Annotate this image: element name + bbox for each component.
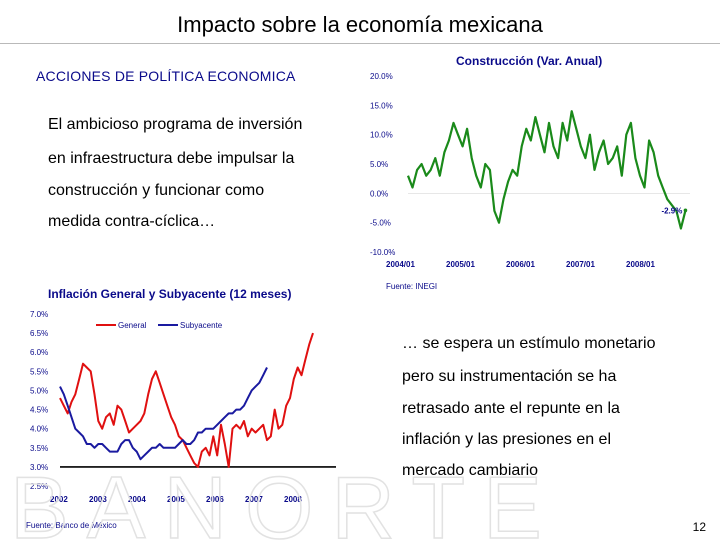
section-heading: ACCIONES DE POLÍTICA ECONOMICA xyxy=(36,68,296,84)
infl-x-tick: 2007 xyxy=(245,495,263,504)
right-line-2: pero su instrumentación se ha xyxy=(402,368,617,385)
infl-y-tick: 5.0% xyxy=(30,386,48,395)
inflacion-source: Fuente: Banco de México xyxy=(26,521,117,530)
cons-x-tick: 2008/01 xyxy=(626,260,655,269)
construccion-chart: 20.0% 15.0% 10.0% 5.0% 0.0% -5.0% -10.0% 2004/0… xyxy=(370,72,690,291)
subyacente-series-line xyxy=(59,367,268,461)
cons-y-tick: -5.0% xyxy=(370,219,391,228)
cons-y-tick: 15.0% xyxy=(370,101,393,110)
infl-x-tick: 2008 xyxy=(284,495,302,504)
cons-x-tick: 2007/01 xyxy=(566,260,595,269)
infl-y-tick: 4.0% xyxy=(30,425,48,434)
infl-y-tick: 7.0% xyxy=(30,310,48,319)
cons-y-tick: -10.0% xyxy=(370,248,395,257)
infl-y-tick: 6.0% xyxy=(30,348,48,357)
infl-y-tick: 3.5% xyxy=(30,444,48,453)
cons-x-tick: 2005/01 xyxy=(446,260,475,269)
legend-general-label: General xyxy=(118,321,147,330)
title-divider xyxy=(0,43,720,44)
right-line-5: mercado cambiario xyxy=(402,462,539,479)
cons-x-tick: 2004/01 xyxy=(386,260,415,269)
infl-y-tick: 5.5% xyxy=(30,367,48,376)
banorte-watermark: BANORTE xyxy=(9,474,560,540)
right-line-3: retrasado ante el repunte en la xyxy=(402,400,620,417)
construccion-chart-title: Construcción (Var. Anual) xyxy=(456,54,603,68)
infl-x-tick: 2006 xyxy=(206,495,224,504)
general-series-line xyxy=(59,332,314,468)
cons-y-tick: 10.0% xyxy=(370,131,393,140)
inflacion-chart-title: Inflación General y Subyacente (12 meses… xyxy=(48,287,292,301)
construccion-series-line xyxy=(406,110,687,230)
construccion-last-label: -2.9% xyxy=(661,206,682,215)
cons-y-tick: 5.0% xyxy=(370,160,388,169)
page-title: Impacto sobre la economía mexicana xyxy=(177,12,543,37)
infl-x-tick: 2003 xyxy=(89,495,107,504)
infl-x-tick: 2002 xyxy=(50,495,68,504)
paragraph-line-2: en infraestructura debe impulsar la xyxy=(48,150,295,167)
right-line-4: inflación y las presiones en el xyxy=(402,431,612,448)
inflacion-chart: 7.0% 6.5% 6.0% 5.5% 5.0% 4.5% 4.0% 3.5% 3.0% 2.5%… xyxy=(26,310,336,530)
paragraph-line-1: El ambicioso programa de inversión xyxy=(48,116,303,133)
paragraph-line-3: construcción y funcionar como xyxy=(48,182,265,199)
paragraph-line-4: medida contra-cíclica… xyxy=(48,213,216,230)
construccion-last-point xyxy=(683,208,688,213)
infl-y-tick: 2.5% xyxy=(30,482,48,491)
watermark-text: BANORTE xyxy=(10,474,560,540)
construccion-source: Fuente: INEGI xyxy=(386,282,437,291)
cons-x-tick: 2006/01 xyxy=(506,260,535,269)
infl-y-tick: 6.5% xyxy=(30,329,48,338)
cons-y-tick: 20.0% xyxy=(370,72,393,81)
infl-y-tick: 3.0% xyxy=(30,463,48,472)
right-line-1: … se espera un estímulo monetario xyxy=(402,335,656,352)
page-number: 12 xyxy=(692,520,706,534)
legend-subyacente-label: Subyacente xyxy=(180,321,223,330)
infl-y-tick: 4.5% xyxy=(30,406,48,415)
infl-x-tick: 2005 xyxy=(167,495,185,504)
cons-y-tick: 0.0% xyxy=(370,189,388,198)
infl-x-tick: 2004 xyxy=(128,495,146,504)
